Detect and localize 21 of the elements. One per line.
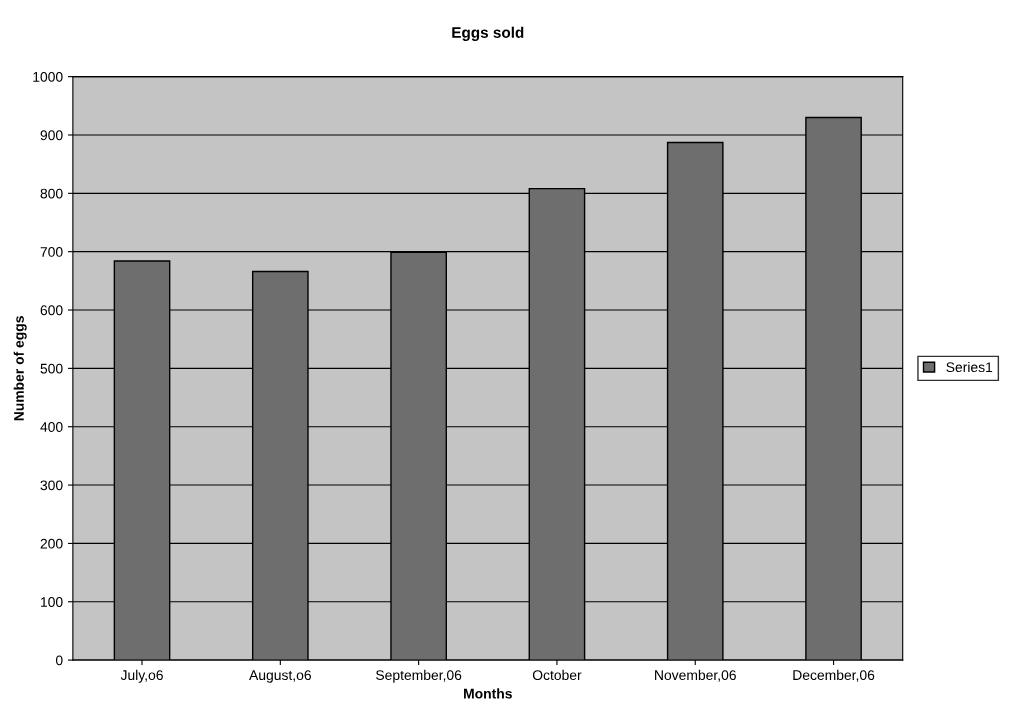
x-axis-title: Months xyxy=(464,688,512,699)
y-tick-label: 600 xyxy=(40,305,63,316)
x-tick-label: August,o6 xyxy=(249,670,311,683)
y-tick-label: 1000 xyxy=(33,71,63,82)
x-tick-label: November,06 xyxy=(655,669,736,682)
x-tick-label: July,o6 xyxy=(120,669,163,683)
legend-label: Series1 xyxy=(946,361,993,373)
y-tick-label: 500 xyxy=(40,363,63,374)
x-tick-label: September,06 xyxy=(376,669,462,683)
y-tick-label: 200 xyxy=(40,538,63,549)
chart-title: Eggs sold xyxy=(452,26,524,41)
y-tick-label: 700 xyxy=(40,247,63,257)
y-tick-label: 900 xyxy=(40,130,63,141)
y-tick-label: 400 xyxy=(40,422,63,432)
y-axis-title: Number of eggs xyxy=(13,316,27,421)
y-tick-label: 0 xyxy=(55,655,63,666)
x-tick-label: December,06 xyxy=(793,669,875,682)
y-tick-label: 100 xyxy=(41,597,63,607)
x-tick-label: October xyxy=(532,669,582,681)
y-tick-label: 800 xyxy=(40,188,63,199)
y-tick-label: 300 xyxy=(40,480,63,491)
